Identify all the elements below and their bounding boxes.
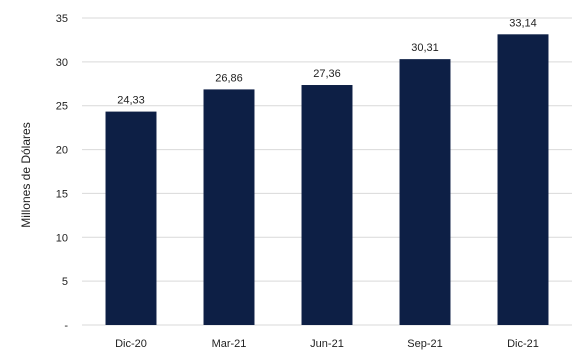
y-tick-label: - xyxy=(64,320,68,332)
x-tick-label: Jun-21 xyxy=(310,338,344,350)
bar-jun-21 xyxy=(301,85,353,325)
y-tick-label: 15 xyxy=(56,188,68,200)
y-tick-label: 25 xyxy=(56,101,68,113)
x-tick-labels: Dic-20 Mar-21 Jun-21 Sep-21 Dic-21 xyxy=(115,338,539,350)
y-axis-label: Millones de Dólares xyxy=(19,122,33,227)
bar-mar-21 xyxy=(203,89,255,325)
x-tick-label: Dic-21 xyxy=(507,338,539,350)
y-tick-label: 30 xyxy=(56,57,68,69)
x-tick-label: Mar-21 xyxy=(212,338,247,350)
y-tick-label: 35 xyxy=(56,13,68,25)
bar-dic-20 xyxy=(105,111,157,325)
data-label: 27,36 xyxy=(313,68,341,80)
data-labels: 24,33 26,86 27,36 30,31 33,14 xyxy=(117,17,537,106)
y-tick-label: 5 xyxy=(62,276,68,288)
data-label: 26,86 xyxy=(215,72,243,84)
x-tick-label: Sep-21 xyxy=(407,338,442,350)
data-label: 24,33 xyxy=(117,95,145,107)
data-label: 33,14 xyxy=(509,17,537,29)
bar-dic-21 xyxy=(497,34,549,326)
y-tick-label: 20 xyxy=(56,145,68,157)
data-label: 30,31 xyxy=(411,42,439,54)
bars xyxy=(105,34,549,326)
y-tick-label: 10 xyxy=(56,232,68,244)
x-tick-label: Dic-20 xyxy=(115,338,147,350)
y-tick-labels: - 5 10 15 20 25 30 35 xyxy=(56,13,69,332)
bar-sep-21 xyxy=(399,59,451,325)
